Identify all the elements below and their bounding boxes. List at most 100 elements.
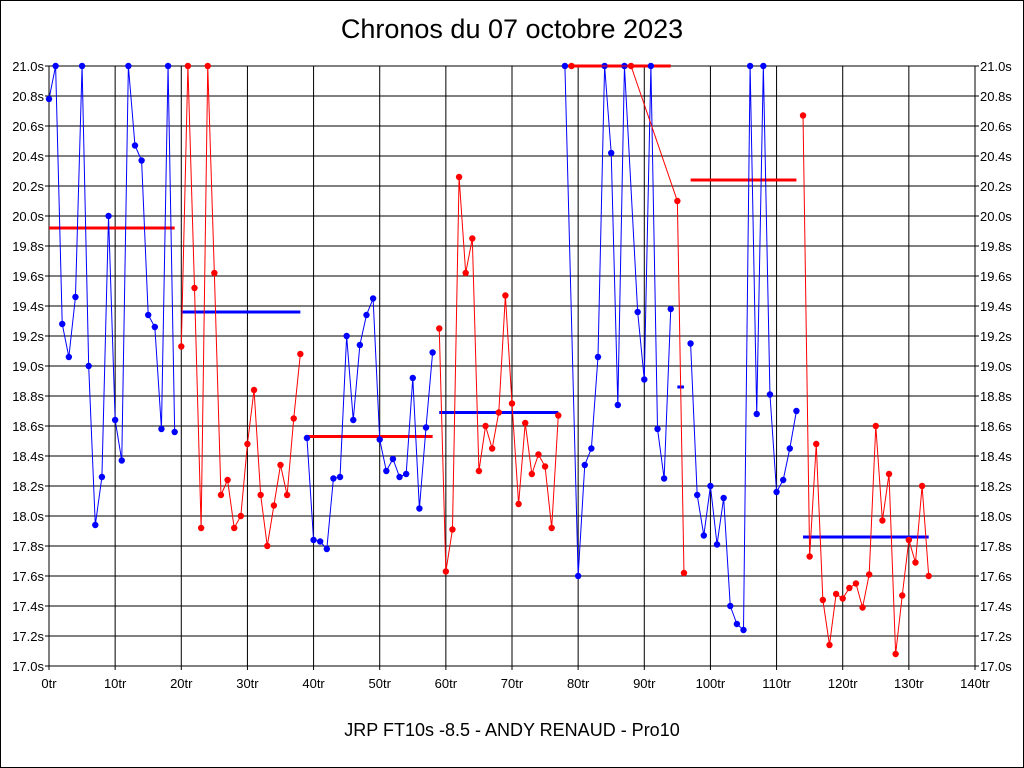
data-point [634, 308, 641, 316]
data-point [303, 434, 311, 442]
data-point [118, 457, 125, 464]
data-point [270, 502, 278, 509]
data-point [105, 212, 112, 220]
y-tick-label: 20.8s [12, 89, 44, 104]
data-point [184, 62, 192, 70]
x-tick-label: 130tr [894, 676, 924, 691]
y-tick-label: 20.2s [12, 179, 44, 194]
data-point [813, 440, 820, 448]
data-point [773, 488, 780, 496]
y-tick-label-right: 20.4s [980, 149, 1012, 164]
data-point [727, 602, 734, 610]
data-point [356, 341, 364, 349]
data-point [197, 524, 205, 532]
data-point [819, 596, 827, 604]
data-point [700, 532, 708, 539]
x-tick-label: 30tr [236, 676, 259, 691]
data-point [204, 62, 211, 70]
data-point [852, 580, 860, 587]
data-point [872, 422, 879, 430]
data-point [59, 320, 66, 328]
data-point [330, 475, 337, 482]
data-point [396, 473, 403, 481]
data-point [502, 292, 509, 299]
y-tick-label-right: 21.0s [980, 59, 1012, 74]
data-point [250, 386, 258, 394]
y-tick-label: 20.4s [12, 149, 44, 164]
data-point [641, 376, 648, 383]
data-point [283, 491, 291, 499]
data-point [164, 62, 172, 70]
series-line [306, 298, 434, 551]
x-tick-label: 70tr [501, 676, 524, 691]
data-point [402, 470, 410, 478]
data-point [290, 415, 297, 422]
data-point [515, 500, 522, 508]
data-point [832, 590, 840, 598]
y-tick-label-right: 18.4s [980, 449, 1012, 464]
data-point [766, 391, 774, 398]
y-tick-label: 20.6s [12, 119, 44, 134]
data-point [654, 425, 661, 433]
data-point [885, 470, 893, 478]
data-point [740, 626, 747, 634]
data-point [588, 445, 595, 452]
data-point [350, 416, 357, 424]
data-point [52, 62, 59, 70]
data-point [211, 269, 218, 277]
data-point [45, 95, 53, 103]
data-point [528, 470, 536, 478]
data-point [647, 62, 655, 70]
data-point [846, 584, 853, 592]
data-point [574, 572, 582, 580]
data-point [674, 197, 681, 205]
data-point [859, 604, 866, 611]
data-point [131, 142, 139, 149]
y-tick-label-right: 17.4s [980, 599, 1012, 614]
data-point [746, 62, 754, 70]
data-point [925, 572, 932, 580]
y-tick-label: 19.4s [12, 299, 44, 314]
y-tick-label-right: 20.0s [980, 209, 1012, 224]
y-tick-label: 18.4s [12, 449, 44, 464]
data-point [224, 476, 231, 484]
data-point [879, 517, 886, 524]
x-tick-label: 110tr [762, 676, 791, 691]
data-point [323, 545, 330, 553]
data-point [151, 323, 159, 331]
y-tick-label: 19.0s [12, 359, 44, 374]
data-point [488, 445, 496, 452]
data-point [779, 476, 787, 484]
y-tick-label-right: 18.0s [980, 509, 1012, 524]
y-tick-label-right: 20.6s [980, 119, 1012, 134]
y-tick-label: 19.8s [12, 239, 44, 254]
y-tick-label-right: 19.2s [980, 329, 1012, 344]
series-line [438, 176, 559, 572]
y-tick-label: 18.6s [12, 419, 44, 434]
y-tick-label-right: 18.2s [980, 479, 1012, 494]
data-point [125, 62, 132, 70]
data-point [111, 416, 119, 424]
data-point [449, 526, 456, 533]
y-tick-label-right: 17.0s [980, 659, 1012, 674]
x-tick-label: 20tr [170, 676, 193, 691]
data-point [98, 473, 106, 481]
data-point [462, 269, 469, 277]
x-tick-label: 140tr [960, 676, 990, 691]
data-point [508, 400, 516, 407]
data-point [799, 112, 807, 119]
data-point [561, 62, 569, 70]
y-tick-label: 17.4s [12, 599, 44, 614]
data-point [72, 293, 79, 301]
data-point [178, 343, 185, 350]
y-tick-label: 21.0s [12, 59, 44, 74]
data-point [865, 571, 873, 578]
data-point [839, 595, 846, 602]
x-tick-label: 10tr [104, 676, 127, 691]
data-point [694, 491, 701, 499]
data-point [65, 353, 73, 361]
x-tick-label: 120tr [828, 676, 858, 691]
data-point [171, 428, 178, 436]
data-point [594, 353, 602, 361]
